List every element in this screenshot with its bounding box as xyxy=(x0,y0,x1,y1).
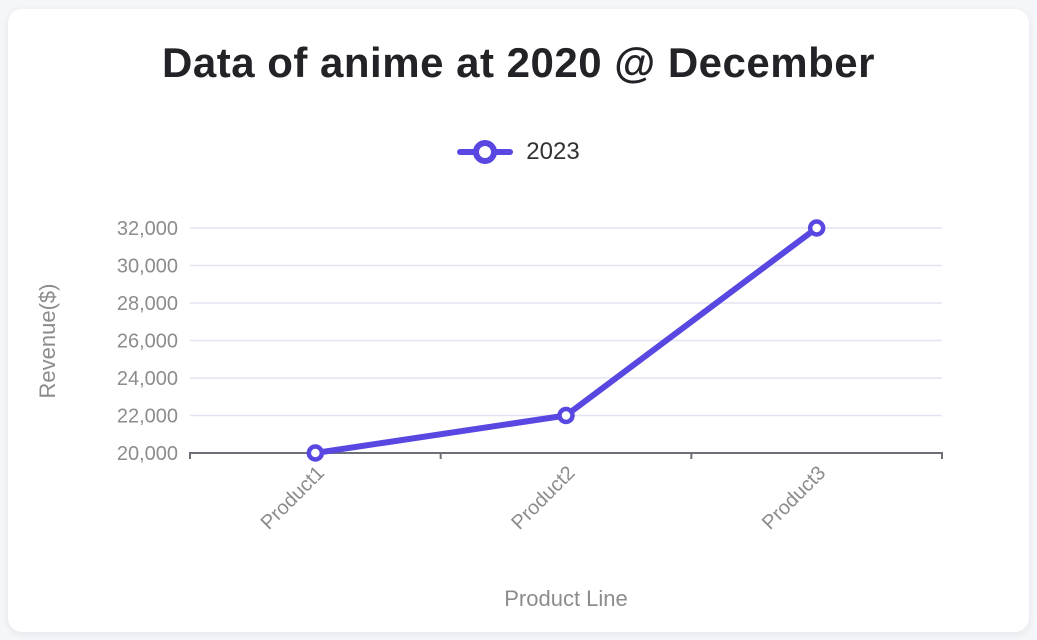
x-tick-label: Product1 xyxy=(257,462,329,534)
data-point-marker[interactable] xyxy=(306,444,325,462)
y-axis-title: Revenue($) xyxy=(35,284,60,399)
legend-label: 2023 xyxy=(526,138,580,165)
y-tick-label: 26,000 xyxy=(117,331,178,353)
legend-item-2023[interactable]: 2023 xyxy=(8,135,1029,169)
data-point-marker[interactable] xyxy=(807,219,826,237)
y-tick-label: 22,000 xyxy=(117,406,178,428)
y-tick-label: 24,000 xyxy=(117,368,178,390)
y-tick-label: 32,000 xyxy=(117,218,178,240)
x-tick-label: Product2 xyxy=(507,462,579,534)
line-chart-svg: 20,000 22,000 24,000 26,000 28,000 30,000 32,0… xyxy=(35,218,943,611)
legend-line-circle-icon xyxy=(457,140,514,164)
x-tick-label: Product3 xyxy=(758,462,830,534)
x-axis-title: Product Line xyxy=(504,586,628,611)
y-tick-label: 30,000 xyxy=(117,256,178,278)
data-point-marker[interactable] xyxy=(557,406,575,425)
y-tick-label: 20,000 xyxy=(117,443,178,465)
chart-card: Data of anime at 2020 @ December 2023 20… xyxy=(8,9,1029,632)
line-chart-plot-area: 20,000 22,000 24,000 26,000 28,000 30,000 32,0… xyxy=(8,9,1029,632)
legend-circle-marker xyxy=(473,140,498,164)
chart-title: Data of anime at 2020 @ December xyxy=(162,39,875,86)
y-tick-label: 28,000 xyxy=(117,293,178,315)
